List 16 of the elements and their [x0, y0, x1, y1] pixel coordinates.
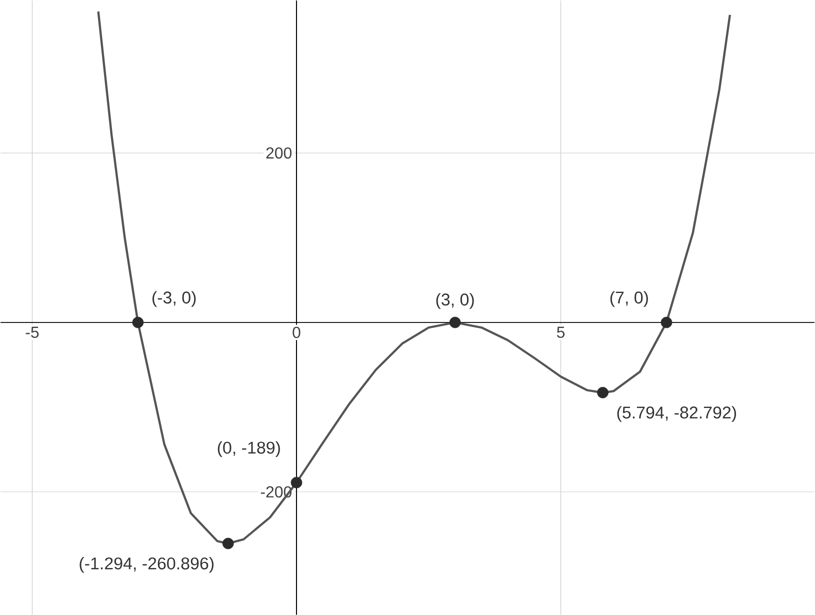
x-tick-label: 5: [556, 326, 565, 338]
annotation: (-3, 0): [152, 291, 196, 307]
y-tick-label: 200: [266, 147, 292, 159]
x-tick-label: 0: [292, 326, 300, 338]
point: [290, 476, 302, 488]
point: [449, 316, 461, 328]
point: [597, 386, 608, 398]
annotation: (-1.294, -260.896): [80, 556, 214, 573]
point: [660, 316, 672, 328]
annotation: (3, 0): [436, 293, 474, 309]
annotation: (5.794, -82.792): [617, 406, 736, 422]
x-tick-label: -5: [26, 326, 39, 338]
point: [222, 538, 234, 550]
point: [132, 316, 144, 328]
annotation: (7, 0): [610, 291, 648, 307]
annotation: (0, -189): [218, 441, 280, 457]
